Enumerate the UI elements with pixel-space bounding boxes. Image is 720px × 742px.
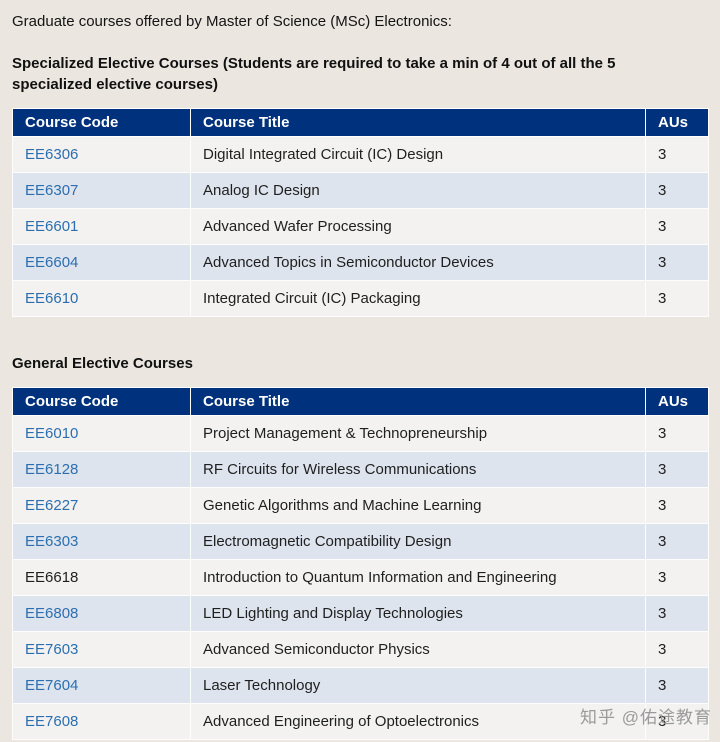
course-code-link[interactable]: EE6227 [25,497,79,514]
course-aus-cell: 3 [645,667,709,704]
course-code-cell: EE6307 [12,172,191,209]
general-courses-table: Course Code Course Title AUs EE6010 Proje… [12,387,709,740]
intro-text: Graduate courses offered by Master of Sc… [12,13,452,30]
course-aus-cell: 3 [645,208,709,245]
course-aus-cell: 3 [645,415,709,452]
specialized-courses-body: EE6306 Digital Integrated Circuit (IC) De… [12,136,709,317]
table-row: EE6306 Digital Integrated Circuit (IC) De… [12,136,709,173]
course-code-cell: EE6306 [12,136,191,173]
course-code-link[interactable]: EE6128 [25,461,79,478]
header-course-title: Course Title [190,387,646,416]
course-aus-cell: 3 [645,244,709,281]
course-title-cell: Advanced Engineering of Optoelectronics [190,703,646,740]
specialized-courses-table: Course Code Course Title AUs EE6306 Digit… [12,108,709,317]
course-aus-cell: 3 [645,523,709,560]
course-aus-cell: 3 [645,280,709,317]
course-code-link[interactable]: EE6601 [25,218,79,235]
course-title-cell: RF Circuits for Wireless Communications [190,451,646,488]
table-row: EE6307 Analog IC Design 3 [12,172,709,209]
table-header-row: Course Code Course Title AUs [12,387,709,416]
header-course-code: Course Code [12,387,191,416]
course-code-link[interactable]: EE7604 [25,677,79,694]
course-aus-cell: 3 [645,703,709,740]
table-row: EE6010 Project Management & Technopreneur… [12,415,709,452]
course-code-cell: EE7603 [12,631,191,668]
course-code-link[interactable]: EE6306 [25,146,79,163]
header-aus: AUs [645,387,709,416]
course-code-cell: EE6604 [12,244,191,281]
table-row: EE6604 Advanced Topics in Semiconductor D… [12,244,709,281]
course-title-cell: Advanced Semiconductor Physics [190,631,646,668]
table-row: EE6303 Electromagnetic Compatibility Desi… [12,523,709,560]
course-code-cell: EE6808 [12,595,191,632]
table-row: EE6128 RF Circuits for Wireless Communica… [12,451,709,488]
table-row: EE7608 Advanced Engineering of Optoelectr… [12,703,709,740]
course-code-cell: EE6610 [12,280,191,317]
header-course-title: Course Title [190,108,646,137]
course-aus-cell: 3 [645,487,709,524]
course-title-cell: Analog IC Design [190,172,646,209]
header-aus: AUs [645,108,709,137]
course-code-text: EE6618 [25,569,79,586]
course-code-link[interactable]: EE7608 [25,713,79,730]
course-code-link[interactable]: EE6604 [25,254,79,271]
course-title-cell: Digital Integrated Circuit (IC) Design [190,136,646,173]
table-row: EE6618 Introduction to Quantum Informatio… [12,559,709,596]
table-row: EE6601 Advanced Wafer Processing 3 [12,208,709,245]
course-title-cell: Electromagnetic Compatibility Design [190,523,646,560]
course-code-cell: EE7608 [12,703,191,740]
course-aus-cell: 3 [645,631,709,668]
course-aus-cell: 3 [645,136,709,173]
table-row: EE7604 Laser Technology 3 [12,667,709,704]
course-code-link[interactable]: EE6010 [25,425,79,442]
course-title-cell: Introduction to Quantum Information and … [190,559,646,596]
course-aus-cell: 3 [645,595,709,632]
course-title-cell: Integrated Circuit (IC) Packaging [190,280,646,317]
table-header-row: Course Code Course Title AUs [12,108,709,137]
course-code-link[interactable]: EE6610 [25,290,79,307]
header-course-code: Course Code [12,108,191,137]
course-title-cell: Genetic Algorithms and Machine Learning [190,487,646,524]
course-title-cell: LED Lighting and Display Technologies [190,595,646,632]
course-code-link[interactable]: EE6808 [25,605,79,622]
course-aus-cell: 3 [645,451,709,488]
course-aus-cell: 3 [645,172,709,209]
course-code-link[interactable]: EE6307 [25,182,79,199]
course-aus-cell: 3 [645,559,709,596]
course-code-cell: EE6303 [12,523,191,560]
table-row: EE6808 LED Lighting and Display Technolog… [12,595,709,632]
general-courses-body: EE6010 Project Management & Technopreneur… [12,415,709,740]
course-code-cell: EE7604 [12,667,191,704]
course-title-cell: Advanced Topics in Semiconductor Devices [190,244,646,281]
section-heading-general: General Elective Courses [12,355,193,372]
course-code-link[interactable]: EE7603 [25,641,79,658]
course-code-cell: EE6618 [12,559,191,596]
table-row: EE6610 Integrated Circuit (IC) Packaging 3 [12,280,709,317]
course-code-cell: EE6601 [12,208,191,245]
course-code-cell: EE6010 [12,415,191,452]
section-heading-specialized: Specialized Elective Courses (Students a… [12,55,616,93]
table-row: EE6227 Genetic Algorithms and Machine Lea… [12,487,709,524]
table-row: EE7603 Advanced Semiconductor Physics 3 [12,631,709,668]
course-title-cell: Advanced Wafer Processing [190,208,646,245]
course-code-cell: EE6128 [12,451,191,488]
course-title-cell: Laser Technology [190,667,646,704]
course-code-cell: EE6227 [12,487,191,524]
course-title-cell: Project Management & Technopreneurship [190,415,646,452]
course-code-link[interactable]: EE6303 [25,533,79,550]
